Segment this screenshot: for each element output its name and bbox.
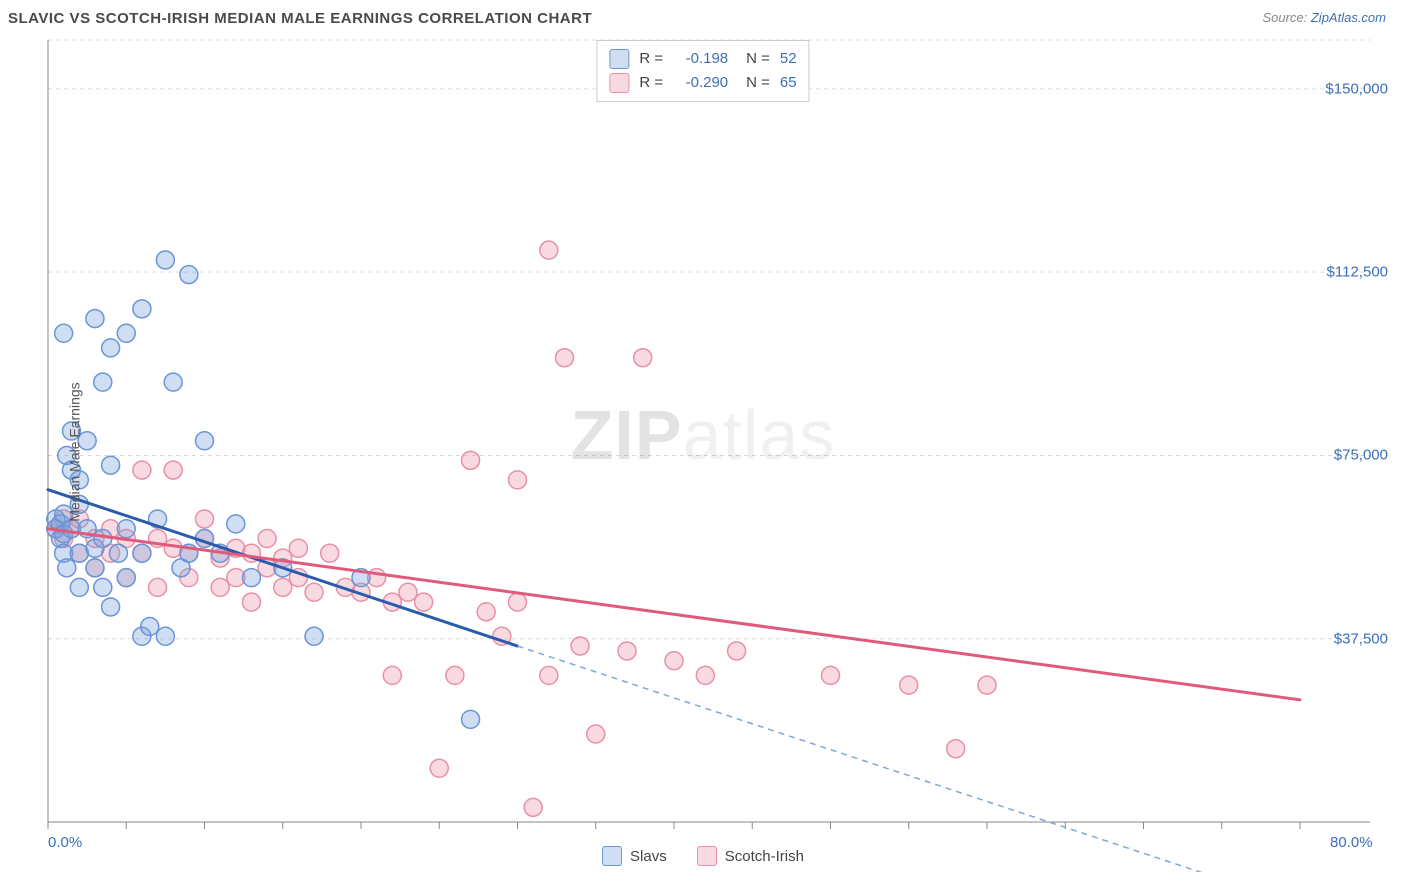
legend-label-scotch: Scotch-Irish xyxy=(725,848,804,865)
y-tick-label: $37,500 xyxy=(1334,630,1388,647)
source-attribution: Source: ZipAtlas.com xyxy=(1262,10,1386,25)
x-axis-end: 80.0% xyxy=(1330,834,1373,851)
y-tick-label: $150,000 xyxy=(1325,80,1388,97)
chart-svg xyxy=(0,32,1406,872)
legend-label-slavs: Slavs xyxy=(630,848,667,865)
y-axis-label: Median Male Earnings xyxy=(67,382,83,521)
swatch-scotch xyxy=(609,73,629,93)
r-value-scotch: -0.290 xyxy=(673,71,728,95)
chart-header: SLAVIC VS SCOTCH-IRISH MEDIAN MALE EARNI… xyxy=(0,0,1406,32)
correlation-legend: R = -0.198 N = 52 R = -0.290 N = 65 xyxy=(596,40,809,102)
n-label: N = xyxy=(746,47,770,71)
source-prefix: Source: xyxy=(1262,10,1310,25)
source-link[interactable]: ZipAtlas.com xyxy=(1311,10,1386,25)
legend-row-scotch: R = -0.290 N = 65 xyxy=(609,71,796,95)
x-axis-start: 0.0% xyxy=(48,834,82,851)
legend-item-scotch: Scotch-Irish xyxy=(697,846,804,866)
r-label: R = xyxy=(639,47,663,71)
r-value-slavs: -0.198 xyxy=(673,47,728,71)
swatch-slavs-icon xyxy=(602,846,622,866)
n-value-slavs: 52 xyxy=(780,47,797,71)
y-tick-label: $75,000 xyxy=(1334,447,1388,464)
swatch-scotch-icon xyxy=(697,846,717,866)
r-label: R = xyxy=(639,71,663,95)
n-label: N = xyxy=(746,71,770,95)
chart-title: SLAVIC VS SCOTCH-IRISH MEDIAN MALE EARNI… xyxy=(8,10,592,27)
y-tick-label: $112,500 xyxy=(1327,264,1388,281)
legend-row-slavs: R = -0.198 N = 52 xyxy=(609,47,796,71)
series-legend: Slavs Scotch-Irish xyxy=(602,846,804,866)
n-value-scotch: 65 xyxy=(780,71,797,95)
chart-area: Median Male Earnings ZIPatlas R = -0.198… xyxy=(0,32,1406,872)
swatch-slavs xyxy=(609,49,629,69)
legend-item-slavs: Slavs xyxy=(602,846,667,866)
